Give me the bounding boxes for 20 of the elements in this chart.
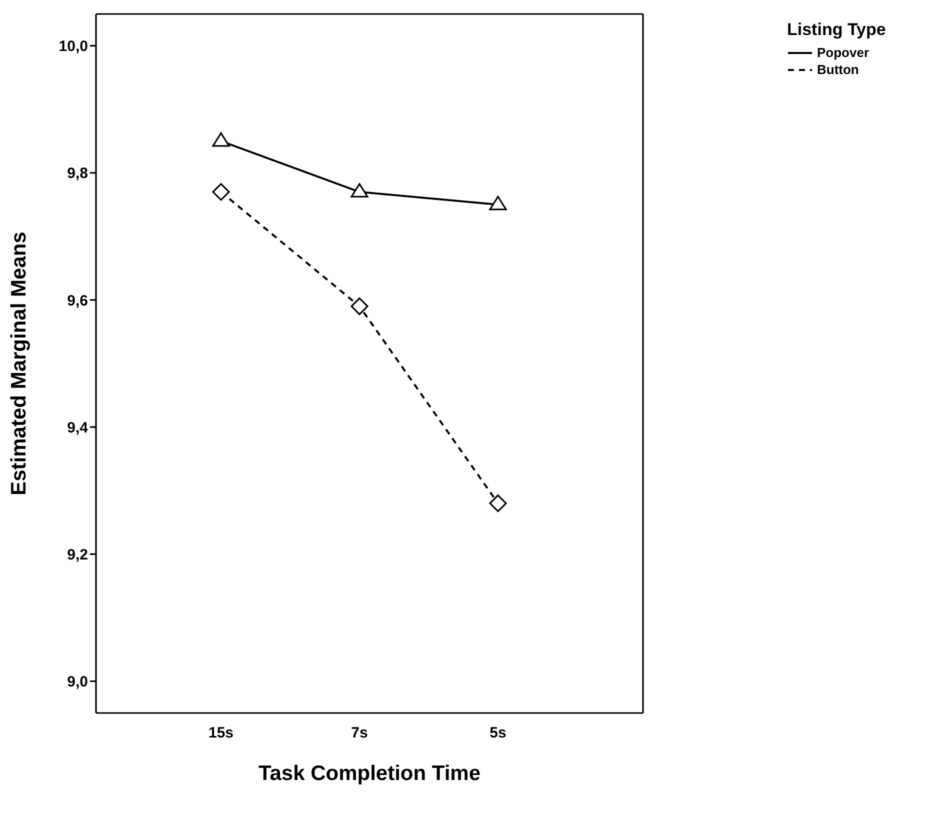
y-tick-label: 9,6 — [67, 292, 88, 310]
point — [212, 183, 230, 201]
legend-label: Button — [816, 61, 860, 78]
y-tick-label: 9,2 — [67, 546, 88, 564]
legend-label: Popover — [816, 44, 870, 61]
y-tick-label: 9,4 — [67, 419, 89, 436]
point — [489, 494, 507, 512]
x-tick-label: 5s — [490, 724, 506, 742]
point — [212, 132, 230, 147]
y-axis-title: Estimated Marginal Means — [7, 232, 30, 496]
legend-title: Listing Type — [787, 20, 887, 40]
y-tick-label: 10,0 — [58, 38, 88, 56]
point — [350, 298, 368, 316]
y-tick-label: 9,8 — [67, 165, 88, 182]
x-axis-title: Task Completion Time — [258, 762, 481, 785]
x-tick-label: 7s — [351, 724, 368, 742]
y-tick-label: 9,0 — [67, 674, 88, 691]
x-tick-label: 15s — [208, 724, 234, 742]
point — [350, 183, 368, 198]
point — [489, 196, 507, 210]
